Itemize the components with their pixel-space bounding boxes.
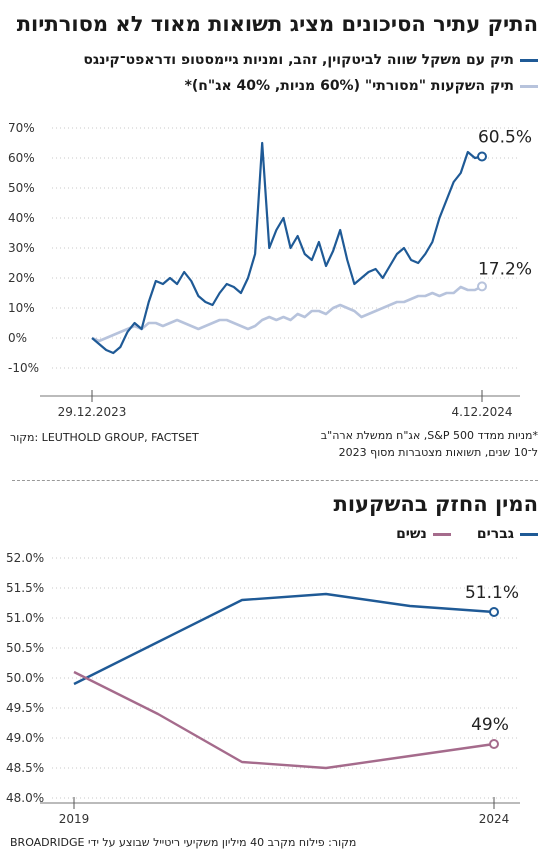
legend-swatch-men xyxy=(520,532,538,536)
end-marker-top-0 xyxy=(477,151,487,162)
y-tick-label-bottom: 48.5% xyxy=(6,761,44,775)
end-marker-top-1 xyxy=(477,281,487,292)
end-label-top-0: 60.5% xyxy=(478,128,532,148)
end-label-top-1: 17.2% xyxy=(478,259,532,279)
y-tick-label-bottom: 52.0% xyxy=(6,551,44,565)
y-tick-label-bottom: 48.0% xyxy=(6,791,44,805)
end-label-bottom-1: 49% xyxy=(471,715,509,735)
legend-item-traditional: תיק השקעות "מסורתי" (60% מניות, 40% אג"ח… xyxy=(185,78,538,94)
footnote-line-2: ל־10 שנים, תשואות מצטברות מסוף 2023 xyxy=(338,446,538,459)
y-tick-label-bottom: 51.5% xyxy=(6,581,44,595)
legend-swatch-risky xyxy=(520,58,538,62)
chart-title-top: התיק עתיר הסיכונים מציג תשואות מאוד לא מ… xyxy=(16,12,538,36)
y-tick-label-top: 60% xyxy=(8,151,35,165)
legend-swatch-women xyxy=(432,532,451,536)
legend-item-risky: תיק עם משקל שווה לביטקוין, זהב, ומניות ג… xyxy=(83,52,538,68)
footnote-line-1: *מניות ממדד S&P 500, אג"ח ממשלת ארה"ב xyxy=(320,429,538,442)
chart-title-bottom: המין החזק בהשקעות xyxy=(333,492,538,516)
source-bottom: מקור: פילוח מקרב 40 מיליון משקיעי ריטייל… xyxy=(10,836,357,849)
y-tick-label-top: 20% xyxy=(8,271,35,285)
end-marker-bottom-1 xyxy=(489,739,499,749)
y-tick-label-bottom: 49.5% xyxy=(6,701,44,715)
y-tick-label-top: 10% xyxy=(8,301,35,315)
legend-label-traditional: תיק השקעות "מסורתי" (60% מניות, 40% אג"ח… xyxy=(184,78,514,94)
y-tick-label-top: -10% xyxy=(8,361,39,375)
x-tick-label-top: 29.12.2023 xyxy=(58,405,127,419)
section-divider xyxy=(12,480,538,481)
source-top: מקור: LEUTHOLD GROUP, FACTSET xyxy=(10,431,199,444)
y-tick-label-top: 70% xyxy=(8,121,35,135)
legend-label-risky: תיק עם משקל שווה לביטקוין, זהב, ומניות ג… xyxy=(83,52,514,68)
y-tick-label-bottom: 50.0% xyxy=(6,671,44,685)
top-chart-svg: 70% 60% 50% 40% 30% 20% 10% 0% -10% 29.12.2023 4.1… xyxy=(8,121,532,419)
end-label-bottom-0: 51.1% xyxy=(465,583,519,603)
x-tick-label-bottom: 2019 xyxy=(59,812,90,826)
y-tick-label-top: 50% xyxy=(8,181,35,195)
series-line-bottom-0 xyxy=(73,592,495,686)
end-label-bg-bottom-1 xyxy=(470,712,514,734)
series-line-top-0 xyxy=(91,141,483,355)
y-tick-label-top: 0% xyxy=(8,331,27,345)
y-tick-label-bottom: 50.5% xyxy=(6,641,44,655)
legend-label-women: נשים xyxy=(396,526,427,542)
end-marker-bottom-0 xyxy=(489,607,499,617)
y-tick-label-top: 30% xyxy=(8,241,35,255)
legend-swatch-traditional xyxy=(520,84,538,88)
x-tick-label-top: 4.12.2024 xyxy=(451,405,512,419)
x-tick-label-bottom: 2024 xyxy=(479,812,510,826)
legend-label-men: גברים xyxy=(476,526,514,542)
y-tick-label-top: 40% xyxy=(8,211,35,225)
legend-bottom: גברים נשים xyxy=(396,526,538,542)
series-line-top-1 xyxy=(91,285,483,343)
y-tick-label-bottom: 51.0% xyxy=(6,611,44,625)
series-line-bottom-1 xyxy=(73,670,495,770)
y-tick-label-bottom: 49.0% xyxy=(6,731,44,745)
